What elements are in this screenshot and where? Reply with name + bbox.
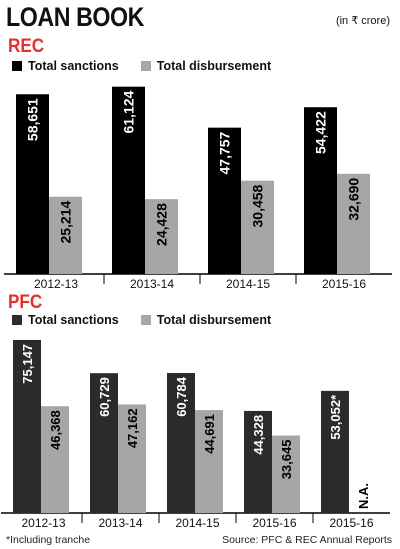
sanctions-bar: [208, 127, 241, 274]
disbursement-bar: [195, 410, 223, 513]
disbursement-value-label: 30,458: [250, 184, 266, 227]
x-tick-label: 2015-16: [322, 277, 366, 291]
x-tick-label: 2013-14: [98, 516, 142, 530]
sanctions-bar: [244, 410, 272, 513]
legend-sanctions: Total sanctions: [12, 59, 119, 73]
rec-legend: Total sanctions Total disbursement: [12, 59, 293, 73]
sanctions-bar: [321, 390, 349, 513]
disbursement-bar: [41, 406, 69, 513]
legend-disbursement-label: Total disbursement: [156, 59, 272, 73]
legend-sanctions-pfc-label: Total sanctions: [28, 313, 119, 327]
sanctions-value-label: 44,328: [251, 415, 266, 455]
x-tick-label: 2014-15: [175, 516, 219, 530]
disbursement-bar: [118, 404, 146, 513]
disbursement-na-label: N.A.: [356, 483, 371, 509]
legend-disbursement: Total disbursement: [140, 59, 272, 73]
legend-sanctions-swatch: [12, 61, 22, 71]
legend-disbursement-swatch: [140, 61, 151, 71]
legend-sanctions-pfc: Total sanctions: [12, 313, 119, 327]
x-tick-label: 2012-13: [21, 516, 65, 530]
x-tick-label: 2015-16: [329, 516, 373, 530]
pfc-section-title: PFC: [8, 292, 43, 313]
disbursement-bar: [337, 173, 370, 274]
sanctions-value-label: 47,757: [217, 131, 233, 174]
disbursement-bar: [49, 196, 82, 274]
rec-section-title: REC: [8, 36, 45, 57]
footnote: *Including tranche: [6, 534, 91, 546]
unit-label: (in ₹ crore): [335, 15, 390, 27]
sanctions-value-label: 58,651: [25, 98, 41, 141]
disbursement-bar: [145, 199, 178, 274]
rec-bar-chart: 58,651 25,214 2012-13 61,124 24,428 2013-14 47…: [4, 86, 392, 291]
x-tick-label: 2015-16: [252, 516, 296, 530]
disbursement-value-label: 24,428: [154, 203, 170, 246]
disbursement-bar: [272, 435, 300, 513]
sanctions-value-label: 60,729: [97, 377, 112, 417]
sanctions-value-label: 53,052*: [328, 394, 343, 440]
x-tick-label: 2013-14: [130, 277, 174, 291]
legend-sanctions-label: Total sanctions: [28, 59, 119, 73]
chart-title: LOAN BOOK: [6, 2, 145, 32]
legend-sanctions-pfc-swatch: [12, 315, 22, 325]
disbursement-value-label: 32,690: [346, 178, 362, 221]
disbursement-value-label: 44,691: [202, 414, 217, 454]
sanctions-bar: [112, 86, 145, 275]
pfc-legend: Total sanctions Total disbursement: [12, 313, 293, 327]
x-tick-label: 2012-13: [34, 277, 78, 291]
x-tick-label: 2014-15: [226, 277, 270, 291]
sanctions-bar: [13, 339, 41, 513]
sanctions-bar: [304, 107, 337, 274]
disbursement-value-label: 33,645: [279, 440, 294, 480]
sanctions-value-label: 75,147: [20, 344, 35, 384]
disbursement-value-label: 25,214: [58, 201, 74, 244]
disbursement-bar: [241, 180, 274, 274]
sanctions-value-label: 61,124: [121, 90, 137, 133]
sanctions-bar: [167, 373, 195, 513]
disbursement-value-label: 46,368: [48, 410, 63, 450]
sanctions-bar: [90, 373, 118, 513]
legend-disbursement-pfc: Total disbursement: [140, 313, 272, 327]
source-note: Source: PFC & REC Annual Reports: [222, 534, 392, 546]
disbursement-value-label: 47,162: [125, 408, 140, 448]
sanctions-value-label: 54,422: [313, 111, 329, 154]
pfc-bar-chart: 75,147 46,368 2012-13 60,729 47,162 2013-14 60…: [1, 339, 390, 530]
sanctions-bar: [16, 94, 49, 274]
legend-disbursement-pfc-swatch: [140, 315, 151, 325]
sanctions-value-label: 60,784: [174, 376, 189, 417]
legend-disbursement-pfc-label: Total disbursement: [156, 313, 272, 327]
